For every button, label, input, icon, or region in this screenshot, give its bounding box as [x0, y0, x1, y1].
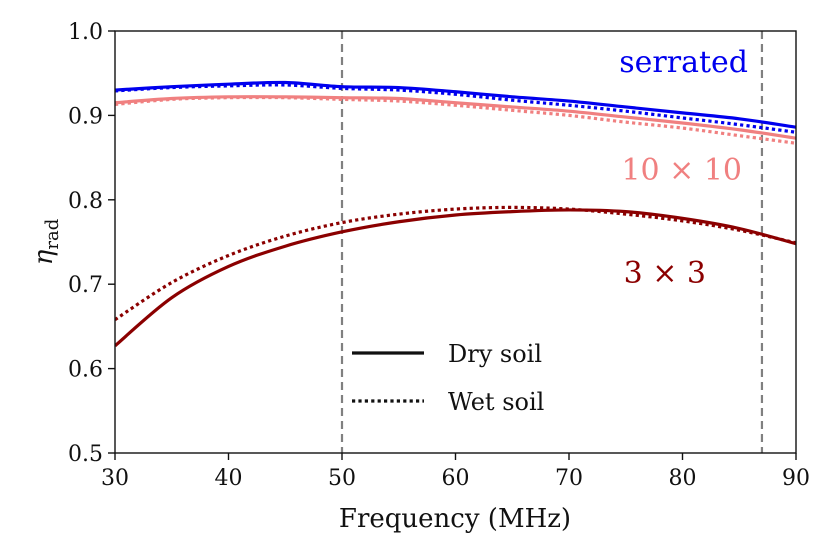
- y-tick-label-4: 0.9: [68, 104, 103, 129]
- annotation-3x3: 3 × 3: [624, 256, 706, 291]
- legend: Dry soil Wet soil: [352, 340, 544, 416]
- x-tick-label-5: 80: [669, 466, 697, 491]
- y-axis-label: ηrad: [29, 219, 63, 265]
- x-tick-label-0: 30: [101, 466, 129, 491]
- y-axis-label-main: η: [29, 249, 59, 265]
- y-tick-label-0: 0.5: [68, 442, 103, 467]
- x-tick-label-2: 50: [328, 466, 356, 491]
- y-tick-label-1: 0.6: [68, 358, 103, 383]
- series-line-10-10-solid: [115, 95, 796, 140]
- legend-label-wet-soil: Wet soil: [448, 388, 544, 416]
- y-tick-label-3: 0.8: [68, 189, 103, 214]
- annotation-10x10: 10 × 10: [621, 153, 742, 188]
- series-line-serrated-solid: [115, 80, 796, 129]
- y-axis-label-sub: rad: [42, 219, 63, 250]
- x-axis-label: Frequency (MHz): [339, 504, 571, 534]
- reference-lines: [340, 31, 764, 453]
- series-line-3-3-solid: [115, 208, 796, 348]
- y-tick-label-2: 0.7: [68, 273, 103, 298]
- legend-label-dry-soil: Dry soil: [448, 340, 542, 368]
- x-tick-label-6: 90: [782, 466, 810, 491]
- axis-ticks: 30 40 50 60 70 80 90 0.5 0.6 0.7 0.8 0.9 1.0: [68, 20, 810, 491]
- annotation-serrated: serrated: [619, 45, 748, 80]
- y-tick-label-5: 1.0: [68, 20, 103, 45]
- series-line-serrated-dotted: [115, 83, 796, 134]
- x-tick-label-4: 70: [555, 466, 583, 491]
- x-tick-label-3: 60: [442, 466, 470, 491]
- series-line-3-3-dotted: [115, 205, 796, 321]
- series-lines: [115, 80, 796, 348]
- x-tick-label-1: 40: [215, 466, 243, 491]
- series-line-10-10-dotted: [115, 95, 796, 145]
